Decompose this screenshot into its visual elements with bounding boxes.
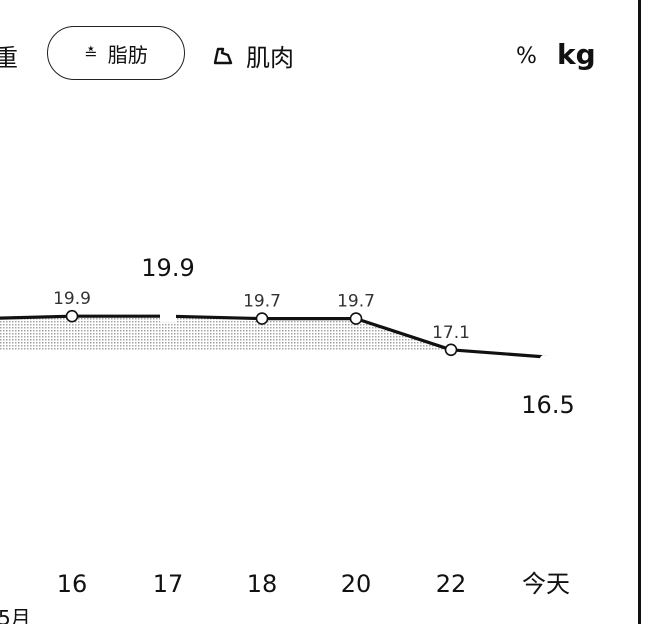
chart-data-label: 19.9 [141,254,194,282]
chart-point [349,312,363,325]
fat-icon: ≛ [84,43,98,63]
tab-weight[interactable]: 重 [0,38,18,73]
chart-data-label: 19.7 [337,292,375,312]
x-tick-label: 22 [436,570,467,598]
unit-percent-toggle[interactable]: % [516,44,537,69]
tab-body-fat[interactable]: ≛ 脂肪 [47,26,185,80]
chart-point-last [540,355,548,363]
x-tick-label: 16 [57,570,88,598]
unit-kg-toggle[interactable]: kg [557,38,596,71]
x-tick-label: 17 [153,570,184,598]
x-tick-label: 20 [341,570,372,598]
month-label: 5月 [0,608,31,624]
tab-muscle-label: 肌肉 [246,44,294,72]
chart-point [255,312,269,325]
x-tick-label: 18 [247,570,278,598]
chart-point-highlight [160,310,176,323]
chart-data-label: 19.9 [53,289,91,309]
chart-point [65,309,79,323]
tab-weight-label: 重 [0,44,18,72]
tab-body-fat-label: 脂肪 [107,42,148,67]
chart-data-label: 17.1 [432,323,470,343]
muscle-icon [212,45,234,67]
chart-point [444,343,458,357]
chart-data-label: 16.5 [521,391,574,419]
chart-data-label: 19.7 [243,292,281,312]
right-border [638,0,641,624]
tab-muscle[interactable]: 肌肉 [212,38,294,73]
x-tick-label: 今天 [522,570,570,598]
chart-area-fill [0,316,451,350]
